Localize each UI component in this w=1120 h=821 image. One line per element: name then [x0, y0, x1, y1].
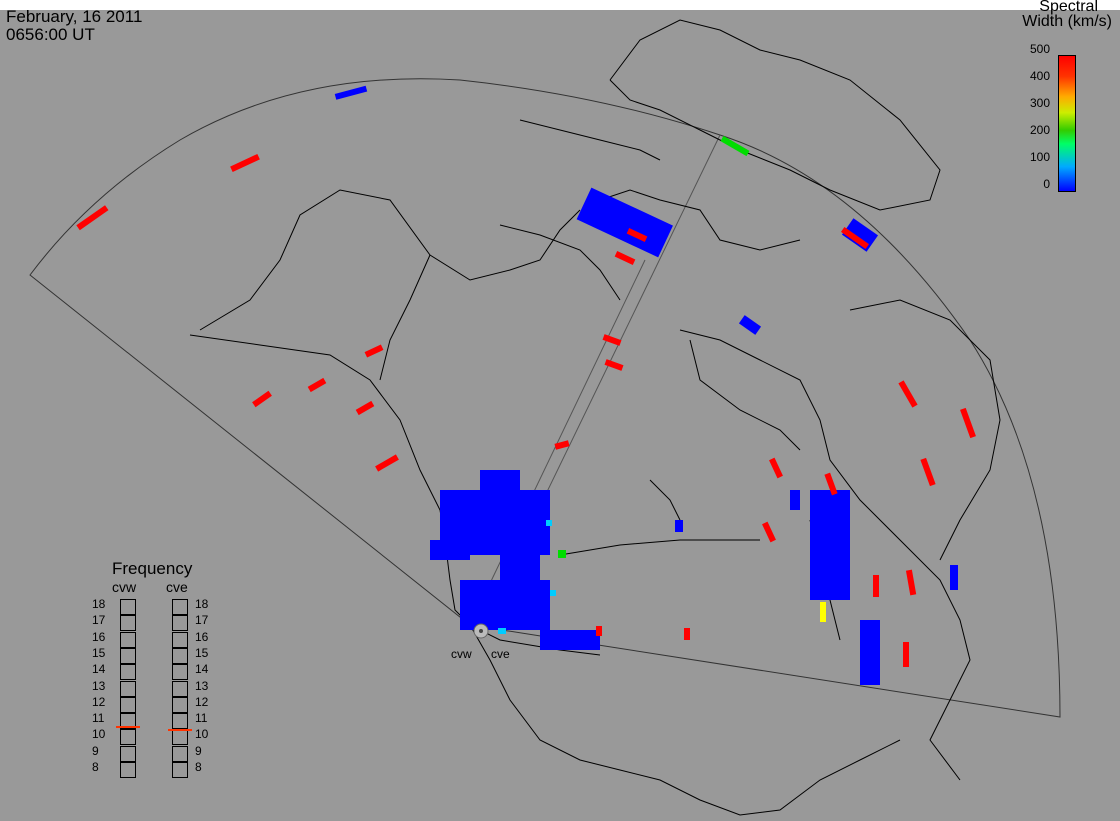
colorbar-tick: 400 [1029, 69, 1050, 83]
frequency-cell-cvw [120, 762, 136, 778]
frequency-scale-right: 16 [195, 629, 209, 644]
frequency-cell-cve [172, 762, 188, 778]
frequency-scale-left: 17 [92, 613, 106, 628]
data-cluster-east [334, 85, 958, 685]
frequency-scale-left: 9 [92, 743, 99, 758]
colorbar-tick: 500 [1029, 42, 1050, 56]
frequency-marker-cvw [116, 725, 140, 728]
frequency-scale-right: 8 [195, 760, 202, 774]
frequency-cell-cve [172, 745, 188, 762]
frequency-cell-cvw [120, 696, 136, 713]
frequency-scale-left: 16 [92, 629, 106, 644]
data-red-segments [76, 153, 976, 667]
frequency-cell-cve [172, 599, 188, 615]
data-cyan-segments [498, 520, 556, 634]
frequency-cell-cve [172, 615, 188, 632]
frequency-cell-cvw [120, 713, 136, 730]
colorbar-tick: 300 [1029, 96, 1050, 110]
frequency-cell-cve [172, 713, 188, 730]
frequency-cell-cve [172, 729, 188, 746]
frequency-scale-left: 12 [92, 694, 106, 709]
colorbar-title-line1: Spectral [1039, 0, 1098, 15]
frequency-scale-right: 18 [195, 597, 209, 611]
frequency-scale-right: 14 [195, 662, 209, 677]
data-cluster-north [576, 187, 673, 258]
date-label: February, 16 2011 [6, 7, 143, 26]
frequency-scale-right: 10 [195, 727, 209, 742]
top-strip [0, 0, 1120, 10]
frequency-scale-right: 11 [195, 711, 208, 726]
frequency-cell-cve [172, 631, 188, 648]
data-cluster-west [430, 470, 600, 650]
colorbar-tick: 0 [1043, 177, 1050, 191]
colorbar-tick: 100 [1029, 150, 1050, 164]
frequency-scale-left: 11 [92, 711, 105, 726]
frequency-cell-cvw [120, 680, 136, 697]
frequency-cell-cvw [120, 615, 136, 632]
frequency-cell-cvw [120, 745, 136, 762]
spectral-width-colorbar [1058, 55, 1076, 192]
frequency-scale-left: 18 [92, 597, 106, 611]
data-yellow-segments [820, 602, 826, 622]
frequency-cell-cvw [120, 647, 136, 664]
frequency-scale-left: 8 [92, 760, 99, 774]
frequency-cell-cvw [120, 599, 136, 615]
frequency-cell-cvw [120, 631, 136, 648]
frequency-scale-left: 13 [92, 678, 106, 693]
data-green-segments [558, 135, 750, 558]
frequency-scale-right: 17 [195, 613, 209, 628]
frequency-scale-right: 12 [195, 694, 209, 709]
frequency-cell-cve [172, 696, 188, 713]
frequency-label-cvw: cvw [112, 579, 137, 595]
frequency-scale-left: 15 [92, 645, 106, 660]
frequency-marker-cve [168, 729, 192, 732]
frequency-cell-cve [172, 680, 188, 697]
frequency-cell-cve [172, 664, 188, 681]
frequency-scale-right: 9 [195, 743, 202, 758]
colorbar-title-line2: Width (km/s) [1022, 13, 1112, 30]
fov-outline [29, 78, 1061, 718]
time-label: 0656:00 UT [6, 25, 95, 44]
frequency-cell-cvw [120, 664, 136, 681]
frequency-label-cve: cve [166, 579, 188, 595]
frequency-scale-left: 14 [92, 662, 106, 677]
frequency-scale-right: 15 [195, 645, 209, 660]
colorbar-tick: 200 [1029, 123, 1050, 137]
frequency-cell-cve [172, 647, 188, 664]
site-label-cvw: cvw [451, 647, 472, 661]
frequency-cell-cvw [120, 729, 136, 746]
site-label-cve: cve [491, 647, 510, 661]
frequency-scale-left: 10 [92, 727, 106, 742]
frequency-scale-right: 13 [195, 678, 209, 693]
frequency-title: Frequency [112, 559, 193, 578]
beam-line-2 [469, 259, 646, 626]
coastlines [189, 19, 1001, 816]
